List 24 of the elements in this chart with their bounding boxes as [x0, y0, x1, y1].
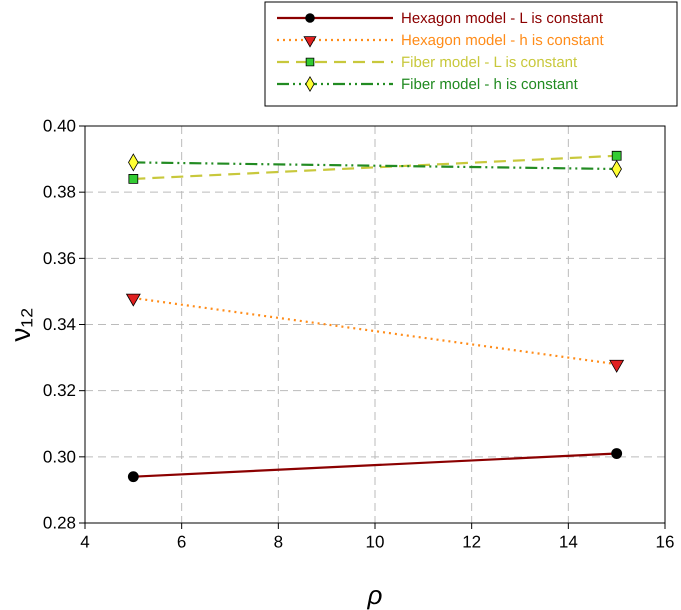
x-tick-label: 12	[462, 532, 482, 552]
x-tick-label: 10	[366, 532, 384, 552]
text: Fiber model - h is constant	[401, 76, 579, 93]
text: Hexagon model - L is constant	[401, 10, 604, 27]
y-tick-label: 0.36	[42, 248, 76, 268]
y-tick-label: 0.32	[42, 381, 76, 400]
y-tick-label: 0.30	[42, 447, 76, 466]
x-tick-label: 6	[176, 532, 186, 552]
y-tick-label: 0.40	[42, 116, 76, 136]
x-tick-label: 16	[656, 532, 674, 552]
point	[611, 448, 622, 459]
y-axis-title: ν₁₂	[5, 307, 36, 342]
text: Fiber model - L is constant	[401, 54, 578, 71]
x-tick-label: 8	[274, 532, 284, 552]
x-tick-label: 14	[558, 532, 578, 552]
point	[128, 471, 139, 482]
y-tick-label: 0.34	[42, 314, 76, 334]
y-tick-label: 0.28	[42, 513, 76, 532]
y-tick-label: 0.38	[42, 182, 76, 202]
x-tick-label: 4	[80, 532, 90, 552]
x-axis-title: ρ	[366, 580, 383, 610]
point	[612, 150, 622, 161]
text: Hexagon model - h is constant	[401, 32, 604, 49]
point	[128, 174, 138, 184]
